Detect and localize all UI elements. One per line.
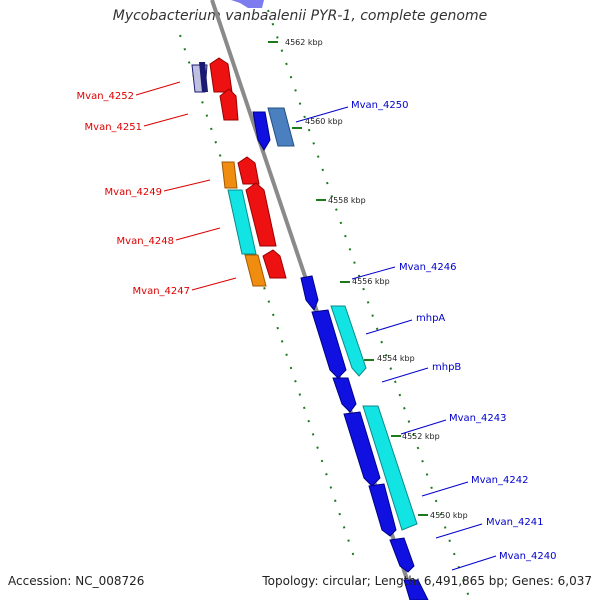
gene-mvan-4240[interactable] — [389, 537, 415, 573]
gene-top-fragment[interactable] — [231, 0, 264, 8]
label-mhpb[interactable]: mhpB — [381, 362, 461, 383]
tick-4562: 4562 kbp — [268, 38, 323, 47]
gene-mhpa-a[interactable] — [311, 309, 347, 379]
label-mhpa[interactable]: mhpA — [365, 313, 445, 335]
tick-4560: 4560 kbp — [292, 117, 343, 129]
label-mvan-4251[interactable]: Mvan_4251 — [85, 113, 189, 133]
topology-text: Topology: circular; Length: 6,491,865 bp… — [262, 574, 592, 588]
map-title: Mycobacterium vanbaalenii PYR-1, complet… — [112, 8, 488, 24]
svg-text:Mvan_4242: Mvan_4242 — [471, 475, 528, 486]
label-mvan-4242[interactable]: Mvan_4242 — [421, 475, 528, 497]
reverse-track-guide — [179, 34, 356, 561]
svg-text:Mvan_4250: Mvan_4250 — [351, 100, 408, 111]
gene-mvan-4248-a[interactable] — [227, 189, 257, 255]
tick-label-4554: 4554 kbp — [377, 354, 415, 363]
label-mvan-4240[interactable]: Mvan_4240 — [451, 551, 556, 571]
svg-text:Mvan_4252: Mvan_4252 — [77, 91, 134, 102]
tick-label-4550: 4550 kbp — [430, 511, 468, 520]
gene-mvan-4249[interactable] — [237, 156, 260, 185]
gene-mvan-4248[interactable] — [245, 182, 277, 247]
label-mvan-4247[interactable]: Mvan_4247 — [133, 277, 237, 297]
svg-text:Mvan_4240: Mvan_4240 — [499, 551, 556, 562]
tick-label-4558: 4558 kbp — [328, 196, 366, 205]
tick-label-4560: 4560 kbp — [305, 117, 343, 126]
label-mvan-4249[interactable]: Mvan_4249 — [105, 179, 211, 198]
gene-mvan-4247[interactable] — [262, 249, 287, 279]
svg-text:mhpB: mhpB — [432, 362, 461, 373]
gene-mvan-4246[interactable] — [300, 275, 319, 311]
svg-text:Mvan_4243: Mvan_4243 — [449, 413, 506, 424]
tick-label-4552: 4552 kbp — [402, 432, 440, 441]
svg-text:Mvan_4248: Mvan_4248 — [117, 236, 174, 247]
forward-track-guide — [267, 9, 471, 600]
gene-mvan-4243[interactable] — [343, 411, 381, 487]
tick-label-4562: 4562 kbp — [285, 38, 323, 47]
gene-mvan-4250[interactable] — [267, 107, 295, 147]
label-mvan-4248[interactable]: Mvan_4248 — [117, 227, 221, 247]
svg-text:mhpA: mhpA — [416, 313, 445, 324]
label-mvan-4250[interactable]: Mvan_4250 — [295, 100, 408, 123]
gene-mvan-4250-a[interactable] — [252, 111, 271, 151]
label-mvan-4246[interactable]: Mvan_4246 — [351, 262, 456, 280]
svg-text:Mvan_4247: Mvan_4247 — [133, 286, 190, 297]
gene-mhpa[interactable] — [330, 305, 367, 377]
svg-text:Mvan_4246: Mvan_4246 — [399, 262, 456, 273]
tick-4554: 4554 kbp — [364, 354, 415, 363]
gene-mvan-4242[interactable] — [362, 405, 418, 531]
tick-label-4556: 4556 kbp — [352, 277, 390, 286]
accession-text: Accession: NC_008726 — [8, 574, 145, 588]
svg-text:Mvan_4251: Mvan_4251 — [85, 122, 142, 133]
tick-4558: 4558 kbp — [316, 196, 366, 205]
svg-text:Mvan_4249: Mvan_4249 — [105, 187, 162, 198]
gene-mvan-4249-a[interactable] — [221, 161, 238, 189]
tick-4550: 4550 kbp — [418, 511, 468, 520]
svg-text:Mvan_4241: Mvan_4241 — [486, 517, 543, 528]
tick-4556: 4556 kbp — [340, 277, 390, 286]
tick-4552: 4552 kbp — [391, 432, 440, 441]
gene-mvan-4241[interactable] — [368, 483, 397, 537]
gene-mvan-4252[interactable] — [209, 57, 233, 93]
label-mvan-4241[interactable]: Mvan_4241 — [435, 517, 543, 539]
gene-mvan-4247-a[interactable] — [244, 254, 267, 287]
gene-bottom-fragment[interactable] — [403, 579, 429, 600]
label-mvan-4252[interactable]: Mvan_4252 — [77, 81, 181, 102]
label-mvan-4243[interactable]: Mvan_4243 — [400, 413, 506, 435]
gene-mvan-4252-segment-b[interactable] — [199, 62, 208, 92]
gene-mhpb[interactable] — [332, 377, 357, 413]
gene-mvan-4251[interactable] — [219, 88, 239, 121]
